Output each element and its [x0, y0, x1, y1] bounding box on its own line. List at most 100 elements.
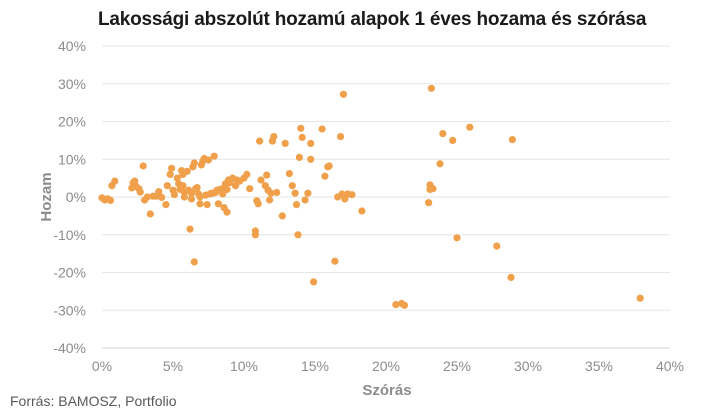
data-point — [429, 185, 437, 193]
x-tick-label: 10% — [230, 358, 258, 374]
x-tick-label: 35% — [585, 358, 613, 374]
data-point — [204, 156, 213, 164]
data-point — [223, 208, 231, 216]
data-point — [146, 210, 154, 218]
data-point — [254, 200, 262, 208]
data-point — [203, 201, 211, 209]
data-point — [288, 182, 296, 190]
data-point — [158, 193, 166, 201]
y-tick-label: 40% — [58, 38, 86, 54]
data-point — [304, 189, 312, 197]
data-point — [173, 174, 181, 182]
x-tick-label: 25% — [443, 358, 471, 374]
source-note: Forrás: BAMOSZ, Portfolio — [10, 393, 177, 409]
data-point — [180, 193, 188, 201]
data-point — [166, 170, 174, 178]
data-point — [466, 123, 474, 131]
data-points — [98, 84, 644, 309]
data-point — [278, 212, 286, 220]
data-point — [392, 301, 400, 309]
data-point — [190, 159, 198, 167]
x-tick-label: 0% — [92, 358, 112, 374]
data-point — [223, 185, 231, 193]
data-point — [267, 189, 275, 197]
data-point — [106, 196, 115, 204]
data-point — [136, 188, 144, 196]
data-point — [190, 258, 198, 266]
y-axis-label: Hozam — [38, 172, 55, 221]
data-point — [436, 160, 444, 168]
data-point — [318, 125, 326, 133]
data-point — [298, 133, 306, 141]
y-tick-label: 10% — [58, 151, 86, 167]
data-point — [427, 84, 435, 92]
data-point — [187, 195, 196, 203]
data-point — [111, 177, 119, 185]
x-axis-label: Szórás — [362, 382, 411, 399]
data-point — [325, 162, 333, 170]
y-tick-label: -40% — [53, 340, 86, 356]
x-tick-label: 20% — [372, 358, 400, 374]
data-point — [186, 225, 194, 233]
data-point — [307, 155, 315, 163]
x-tick-label: 5% — [163, 358, 183, 374]
data-point — [453, 234, 461, 242]
data-point — [263, 171, 271, 179]
data-point — [273, 188, 281, 197]
data-point — [508, 136, 516, 144]
data-point — [310, 278, 318, 286]
x-tick-label: 40% — [656, 358, 684, 374]
data-point — [183, 167, 191, 175]
chart-title: Lakossági abszolút hozamú alapok 1 éves … — [98, 9, 647, 30]
data-point — [449, 136, 457, 144]
data-point — [292, 201, 301, 209]
x-tick-label: 15% — [301, 358, 329, 374]
data-point — [270, 133, 278, 141]
data-point — [196, 193, 204, 201]
data-point — [155, 188, 163, 196]
y-tick-label: 20% — [58, 114, 86, 130]
y-tick-label: -10% — [53, 227, 86, 243]
gridlines — [102, 45, 670, 349]
data-point — [285, 170, 293, 178]
data-point — [507, 273, 515, 281]
data-point — [281, 139, 289, 147]
data-point — [321, 172, 329, 180]
data-point — [143, 193, 151, 201]
data-point — [196, 200, 204, 208]
data-point — [307, 139, 315, 147]
data-point — [297, 124, 305, 132]
y-tick-label: 30% — [58, 76, 86, 92]
x-tick-label: 30% — [514, 358, 542, 374]
data-point — [214, 200, 222, 208]
data-point — [246, 185, 254, 193]
data-point — [295, 153, 303, 161]
data-point — [179, 182, 187, 190]
y-tick-label: -30% — [53, 302, 86, 318]
data-point — [337, 133, 345, 141]
data-point — [291, 189, 299, 197]
y-tick-label: 0% — [66, 189, 86, 205]
data-point — [301, 196, 309, 204]
data-point — [162, 201, 170, 209]
data-point — [358, 207, 366, 215]
data-point — [400, 301, 409, 309]
data-point — [331, 257, 339, 265]
x-tick-labels: 0% 5% 10% 15% 20% 25% 30% 35% 40% — [92, 358, 684, 374]
data-point — [339, 90, 347, 98]
data-point — [231, 182, 240, 190]
y-tick-labels: 40% 30% 20% 10% 0% -10% -20% -30% -40% — [53, 38, 86, 356]
data-point — [168, 164, 176, 172]
data-point — [163, 182, 171, 190]
data-point — [636, 294, 644, 302]
data-point — [170, 191, 178, 199]
data-point — [193, 184, 201, 192]
data-point — [348, 191, 356, 199]
data-point — [439, 130, 447, 138]
data-point — [257, 176, 265, 184]
data-point — [219, 190, 227, 198]
data-point — [187, 189, 196, 197]
data-point — [425, 199, 433, 207]
data-point — [251, 231, 259, 239]
